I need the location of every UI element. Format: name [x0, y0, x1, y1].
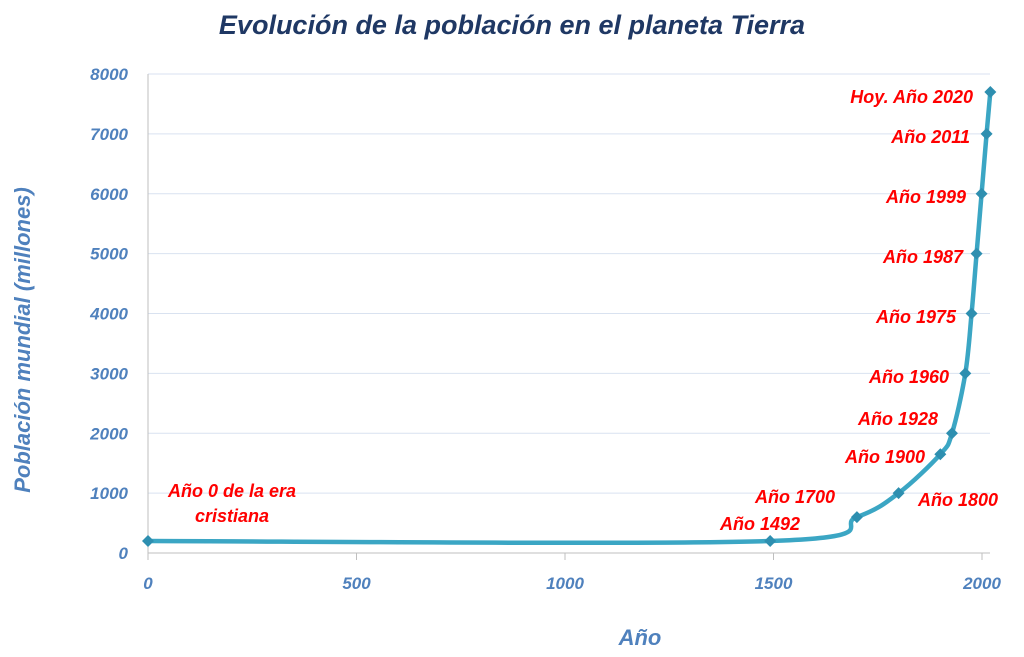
y-tick-label: 8000 — [90, 65, 128, 84]
data-point-marker — [945, 427, 958, 440]
y-tick-label: 4000 — [89, 305, 128, 324]
chart-title: Evolución de la población en el planeta … — [219, 10, 805, 40]
y-tick-label: 5000 — [90, 245, 128, 264]
data-label: Año 1900 — [844, 447, 925, 467]
data-label: Año 0 de la era — [167, 481, 296, 501]
population-line — [147, 91, 993, 546]
y-tick-label: 6000 — [90, 185, 128, 204]
x-axis-label: Año — [618, 625, 662, 650]
data-label: Año 1800 — [917, 490, 998, 510]
y-tick-label: 3000 — [90, 364, 128, 383]
data-label: Hoy. Año 2020 — [850, 87, 973, 107]
y-tick-label: 1000 — [90, 484, 128, 503]
data-label: Año 1928 — [857, 409, 938, 429]
data-point-marker — [142, 535, 154, 548]
x-tick-label: 500 — [342, 574, 371, 593]
data-point-marker — [965, 307, 978, 320]
data-label: Año 1492 — [719, 514, 800, 534]
data-label: Año 1975 — [875, 307, 957, 327]
data-label: Año 2011 — [890, 127, 970, 147]
data-label: Año 1960 — [868, 367, 949, 387]
data-point-marker — [959, 367, 972, 380]
data-point-marker — [892, 487, 905, 500]
data-point-marker — [850, 511, 863, 524]
x-tick-label: 2000 — [962, 574, 1001, 593]
data-point-marker — [764, 535, 777, 548]
data-label: cristiana — [195, 506, 269, 526]
data-point-marker — [984, 85, 997, 98]
data-label: Año 1987 — [882, 247, 964, 267]
x-tick-label: 1000 — [546, 574, 584, 593]
data-label: Año 1700 — [754, 487, 835, 507]
data-point-marker — [970, 247, 983, 260]
x-tick-label: 0 — [143, 574, 153, 593]
data-label: Año 1999 — [885, 187, 966, 207]
data-point-marker — [975, 187, 988, 200]
y-tick-label: 2000 — [89, 424, 128, 443]
y-axis-label: Población mundial (millones) — [10, 187, 35, 493]
data-point-marker — [934, 448, 947, 461]
data-point-marker — [980, 127, 993, 140]
x-tick-label: 1500 — [755, 574, 793, 593]
y-tick-label: 0 — [119, 544, 129, 563]
y-tick-label: 7000 — [90, 125, 128, 144]
